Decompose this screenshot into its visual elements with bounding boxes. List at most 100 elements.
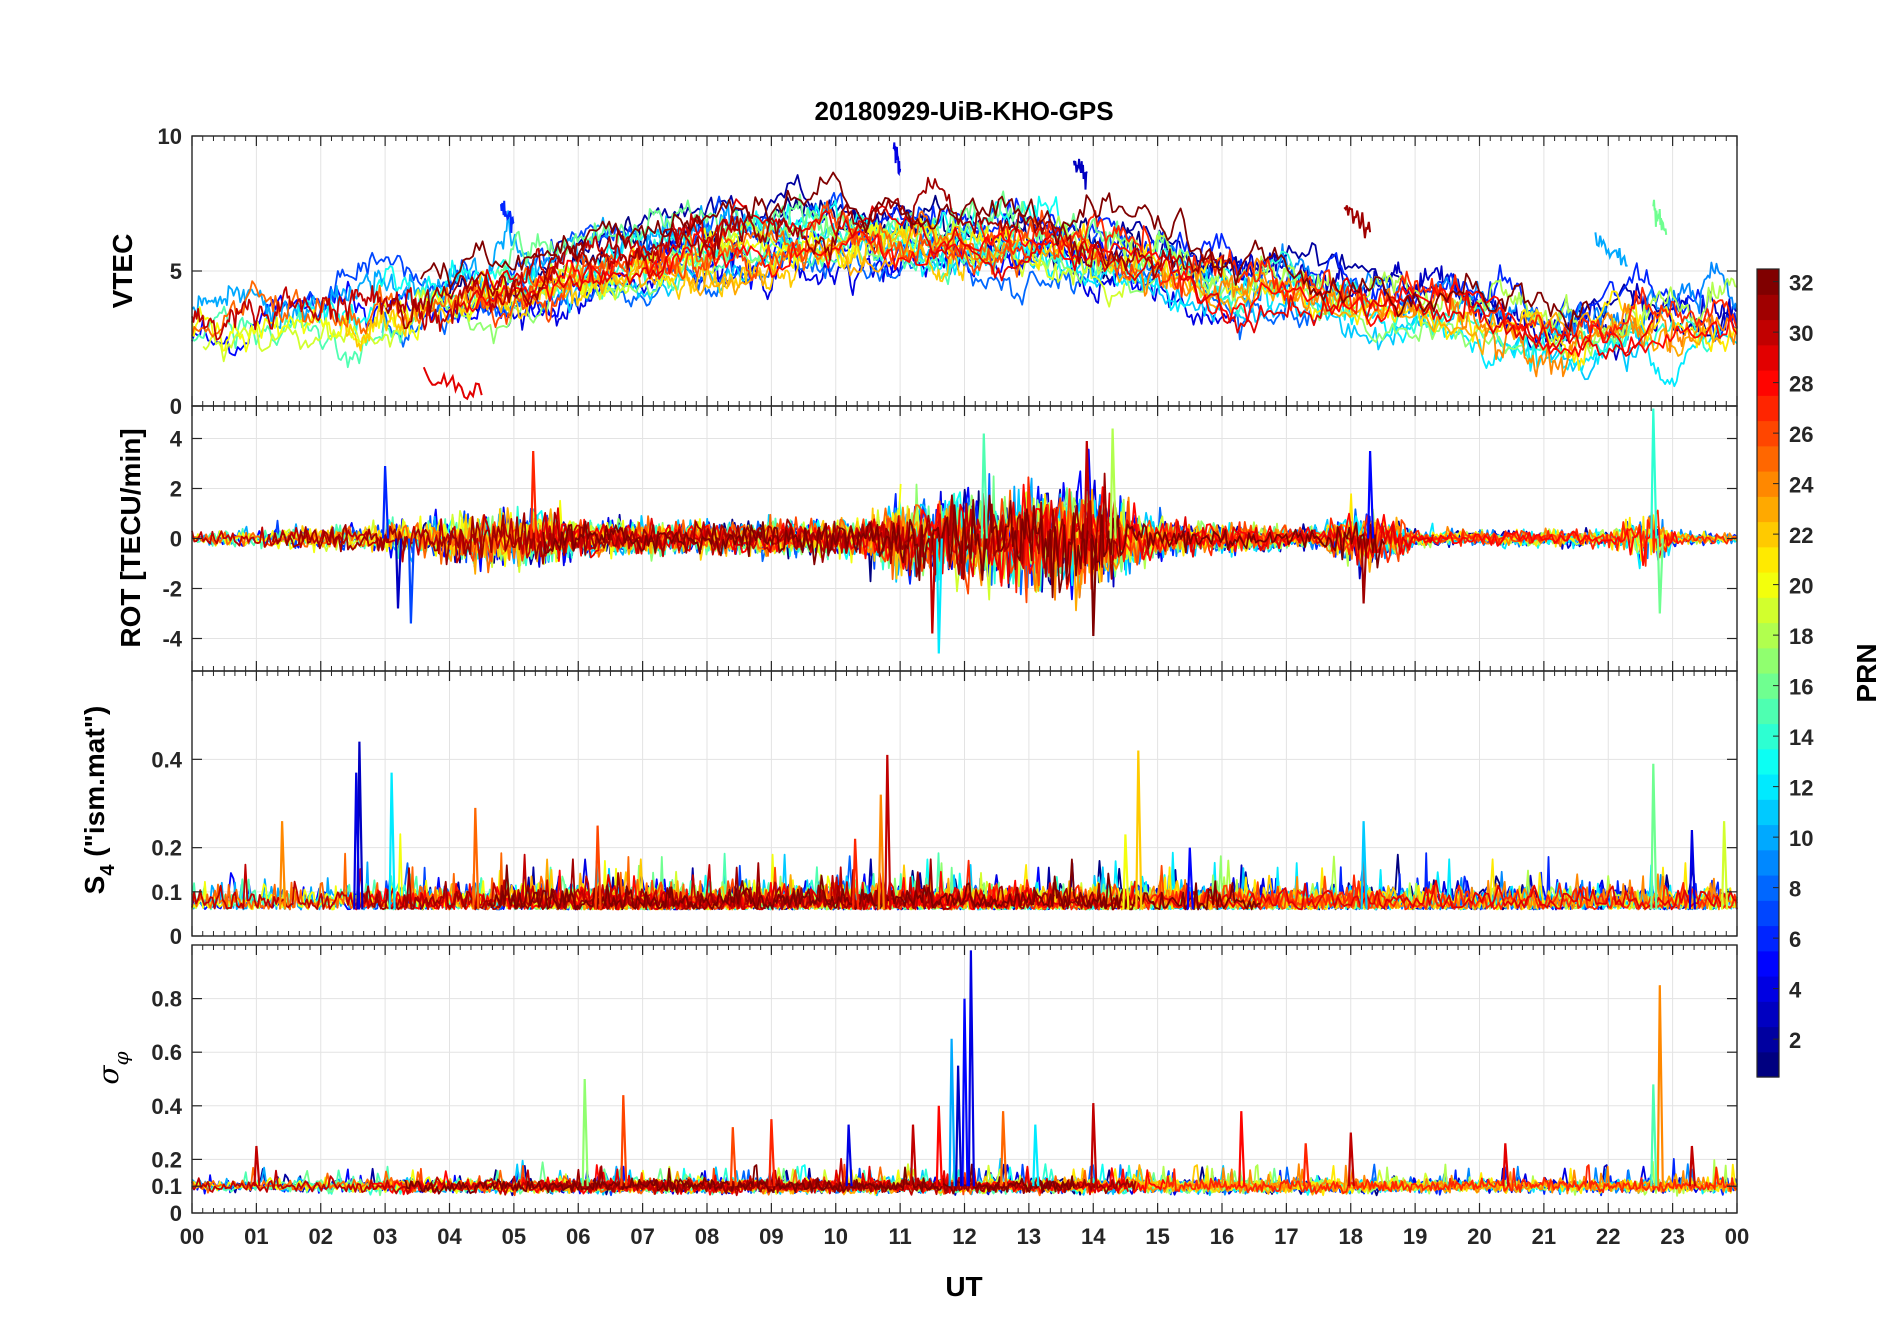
spike-mark bbox=[1122, 834, 1130, 910]
spike-mark bbox=[382, 465, 390, 539]
series-prn-line bbox=[1134, 257, 1738, 378]
colorbar-segment bbox=[1757, 748, 1779, 775]
spike-mark bbox=[929, 538, 937, 634]
x-tick-label: 17 bbox=[1274, 1224, 1298, 1249]
ylabel-sigma: σφ bbox=[92, 1051, 133, 1084]
colorbar-segment bbox=[1757, 673, 1779, 699]
x-tick-label: 12 bbox=[952, 1224, 976, 1249]
y-tick-label: 0 bbox=[170, 394, 182, 419]
spike-mark bbox=[1650, 763, 1658, 910]
x-axis-label: UT bbox=[945, 1271, 982, 1302]
colorbar-tick-label: 32 bbox=[1789, 271, 1813, 296]
spike-mark bbox=[1186, 847, 1194, 910]
spike-mark bbox=[1360, 538, 1368, 604]
x-tick-label: 22 bbox=[1596, 1224, 1620, 1249]
spike-mark bbox=[1135, 750, 1143, 910]
colorbar-frame bbox=[1756, 268, 1780, 1078]
colorbar-segment bbox=[1757, 395, 1779, 422]
spike-mark bbox=[581, 1078, 589, 1187]
chart-title: 20180929-UiB-KHO-GPS bbox=[814, 96, 1113, 126]
spike-mark bbox=[955, 1065, 963, 1187]
spike-mark bbox=[1688, 829, 1696, 910]
spike-mark bbox=[353, 772, 361, 910]
colorbar-segment bbox=[1757, 269, 1779, 295]
spike-mark bbox=[1650, 1084, 1658, 1187]
ylabel-vtec: VTEC bbox=[107, 234, 138, 309]
colorbar-tick-label: 4 bbox=[1789, 978, 1802, 1003]
x-tick-label: 14 bbox=[1081, 1224, 1106, 1249]
spike-mark bbox=[980, 433, 988, 539]
spike-mark bbox=[1347, 1132, 1355, 1187]
spike-mark bbox=[884, 754, 892, 910]
colorbar-tick-label: 12 bbox=[1789, 776, 1813, 801]
spike-mark bbox=[935, 538, 943, 654]
spike-mark bbox=[594, 825, 602, 910]
y-tick-label: 0.8 bbox=[151, 987, 182, 1012]
x-tick-label: 16 bbox=[1210, 1224, 1234, 1249]
spike-mark bbox=[407, 538, 415, 624]
x-tick-label: 07 bbox=[630, 1224, 654, 1249]
y-tick-label: 0.1 bbox=[151, 1174, 182, 1199]
colorbar-segment bbox=[1757, 976, 1779, 1002]
colorbar-segment bbox=[1757, 521, 1779, 548]
colorbar-tick-label: 24 bbox=[1789, 473, 1814, 498]
panel-rot: -4 -2 0 2 4 ROT [TECU/min] bbox=[115, 405, 1738, 672]
spike-mark bbox=[1090, 538, 1098, 637]
colorbar-segment bbox=[1757, 900, 1779, 927]
x-tick-label: 09 bbox=[759, 1224, 783, 1249]
spike-mark bbox=[1000, 1111, 1008, 1187]
x-tick-label: 10 bbox=[824, 1224, 848, 1249]
x-tick-label: 11 bbox=[888, 1224, 911, 1249]
y-tick-label: 10 bbox=[158, 124, 182, 149]
y-tick-label: 0.6 bbox=[151, 1040, 182, 1065]
ylabel-s4: S4 ("ism.mat") bbox=[79, 706, 119, 895]
colorbar-segment bbox=[1757, 572, 1779, 598]
series-prn-line bbox=[1162, 1164, 1738, 1195]
spike-mark bbox=[1656, 985, 1664, 1187]
ylabel-s4-main: S bbox=[79, 876, 110, 895]
spike-mark bbox=[768, 1119, 776, 1187]
colorbar-tick-label: 22 bbox=[1789, 523, 1813, 548]
colorbar-segment bbox=[1757, 698, 1779, 725]
x-tick-label: 00 bbox=[180, 1224, 204, 1249]
x-tick-label: 05 bbox=[502, 1224, 526, 1249]
x-tick-label: 15 bbox=[1145, 1224, 1169, 1249]
colorbar-tick-label: 8 bbox=[1789, 877, 1801, 902]
colorbar-tick-label: 16 bbox=[1789, 675, 1813, 700]
colorbar-tick-label: 6 bbox=[1789, 927, 1801, 952]
colorbar bbox=[1757, 269, 1779, 1078]
colorbar-tick-label: 2 bbox=[1789, 1028, 1801, 1053]
colorbar-segment bbox=[1757, 294, 1779, 321]
x-tick-labels: 00 01 02 03 04 05 06 07 08 09 10 11 12 13 14 15 16 17 18 19… bbox=[180, 1224, 1749, 1249]
x-tick-label: 08 bbox=[695, 1224, 719, 1249]
spike-mark bbox=[935, 1105, 943, 1187]
spike-mark bbox=[1688, 1145, 1696, 1187]
spike-mark bbox=[1721, 821, 1729, 910]
x-tick-label: 03 bbox=[373, 1224, 397, 1249]
series-prn-line bbox=[191, 213, 748, 341]
y-tick-label: 0 bbox=[170, 527, 182, 552]
colorbar-segment bbox=[1757, 370, 1779, 396]
colorbar-tick-label: 30 bbox=[1789, 321, 1813, 346]
vtec-arc bbox=[892, 142, 902, 177]
colorbar-segment bbox=[1757, 445, 1779, 472]
spike-mark bbox=[253, 1145, 261, 1187]
y-tick-label: 0 bbox=[170, 924, 182, 949]
panel-s4: 0 0.1 0.2 0.4 S4 ("ism.mat") bbox=[79, 670, 1738, 949]
colorbar-segment bbox=[1757, 849, 1779, 876]
series-prn-line bbox=[468, 227, 1738, 358]
colorbar-segment bbox=[1757, 471, 1779, 497]
vtec-arc bbox=[500, 200, 515, 233]
spike-mark bbox=[388, 772, 396, 910]
y-tick-label: 2 bbox=[170, 477, 182, 502]
colorbar-segment bbox=[1757, 319, 1779, 346]
vtec-arc bbox=[1594, 232, 1628, 267]
spike-mark bbox=[1502, 1143, 1510, 1187]
series-prn-line bbox=[420, 171, 1591, 332]
x-tick-label: 19 bbox=[1403, 1224, 1427, 1249]
y-tick-label: 0.1 bbox=[151, 880, 182, 905]
y-tick-label: 0.2 bbox=[151, 1147, 182, 1172]
spike-mark bbox=[1090, 1103, 1098, 1187]
